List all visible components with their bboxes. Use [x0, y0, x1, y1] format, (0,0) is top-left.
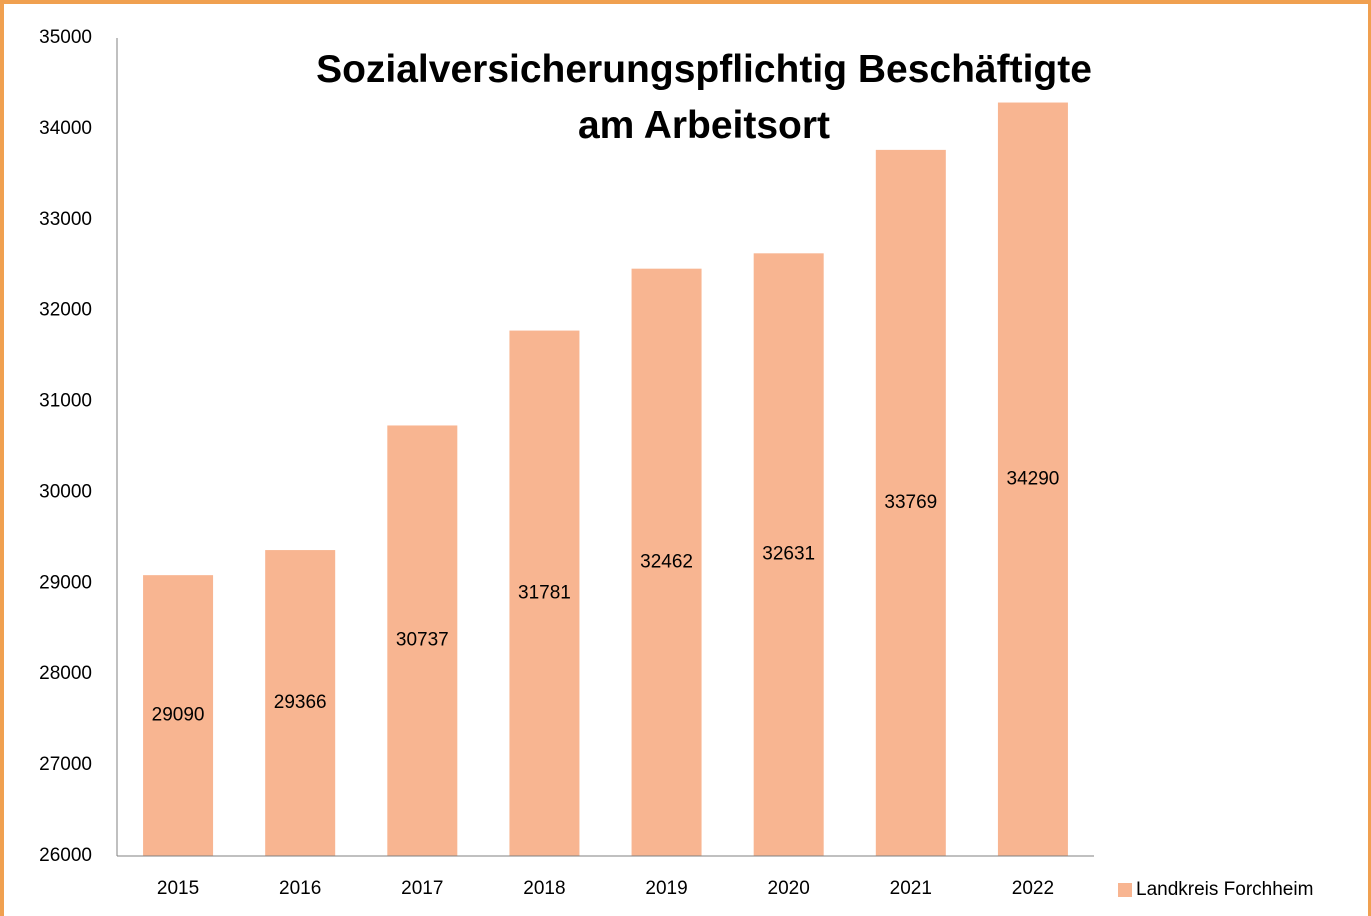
x-tick-label: 2020: [768, 878, 810, 899]
y-tick-label: 31000: [39, 391, 92, 412]
bar: [631, 268, 702, 856]
x-tick-label: 2017: [401, 878, 443, 899]
data-label: 32631: [762, 544, 815, 565]
bar: [509, 330, 580, 857]
y-tick-label: 32000: [39, 300, 92, 321]
data-label: 32462: [640, 551, 693, 572]
x-tick-label: 2022: [1012, 878, 1054, 899]
y-tick-label: 29000: [39, 572, 92, 593]
data-label: 34290: [1007, 468, 1060, 489]
y-tick-label: 30000: [39, 481, 92, 502]
legend-label: Landkreis Forchheim: [1136, 879, 1313, 900]
data-label: 33769: [884, 492, 937, 513]
x-tick-label: 2019: [645, 878, 687, 899]
chart-title: Sozialversicherungspflichtig Beschäftigt…: [316, 48, 1092, 147]
legend-swatch: [1118, 883, 1132, 897]
bar: [265, 550, 336, 856]
y-tick-label: 27000: [39, 754, 92, 775]
x-tick-label: 2015: [157, 878, 199, 899]
y-tick-label: 34000: [39, 118, 92, 139]
x-tick-label: 2018: [523, 878, 565, 899]
data-label: 30737: [396, 630, 449, 651]
y-tick-label: 28000: [39, 663, 92, 684]
bar: [753, 253, 824, 856]
x-tick-label: 2021: [890, 878, 932, 899]
y-tick-label: 33000: [39, 209, 92, 230]
data-label: 31781: [518, 582, 571, 603]
chart: 26000 27000 28000 29000 30000 31000 32000 33000…: [39, 27, 1313, 900]
y-tick-label: 35000: [39, 27, 92, 48]
bar: [875, 149, 946, 856]
bar: [387, 425, 458, 856]
bar: [997, 102, 1068, 856]
bar: [143, 575, 214, 856]
data-label: 29366: [274, 692, 327, 713]
data-label: 29090: [152, 705, 205, 726]
x-tick-label: 2016: [279, 878, 321, 899]
y-tick-label: 26000: [39, 845, 92, 866]
